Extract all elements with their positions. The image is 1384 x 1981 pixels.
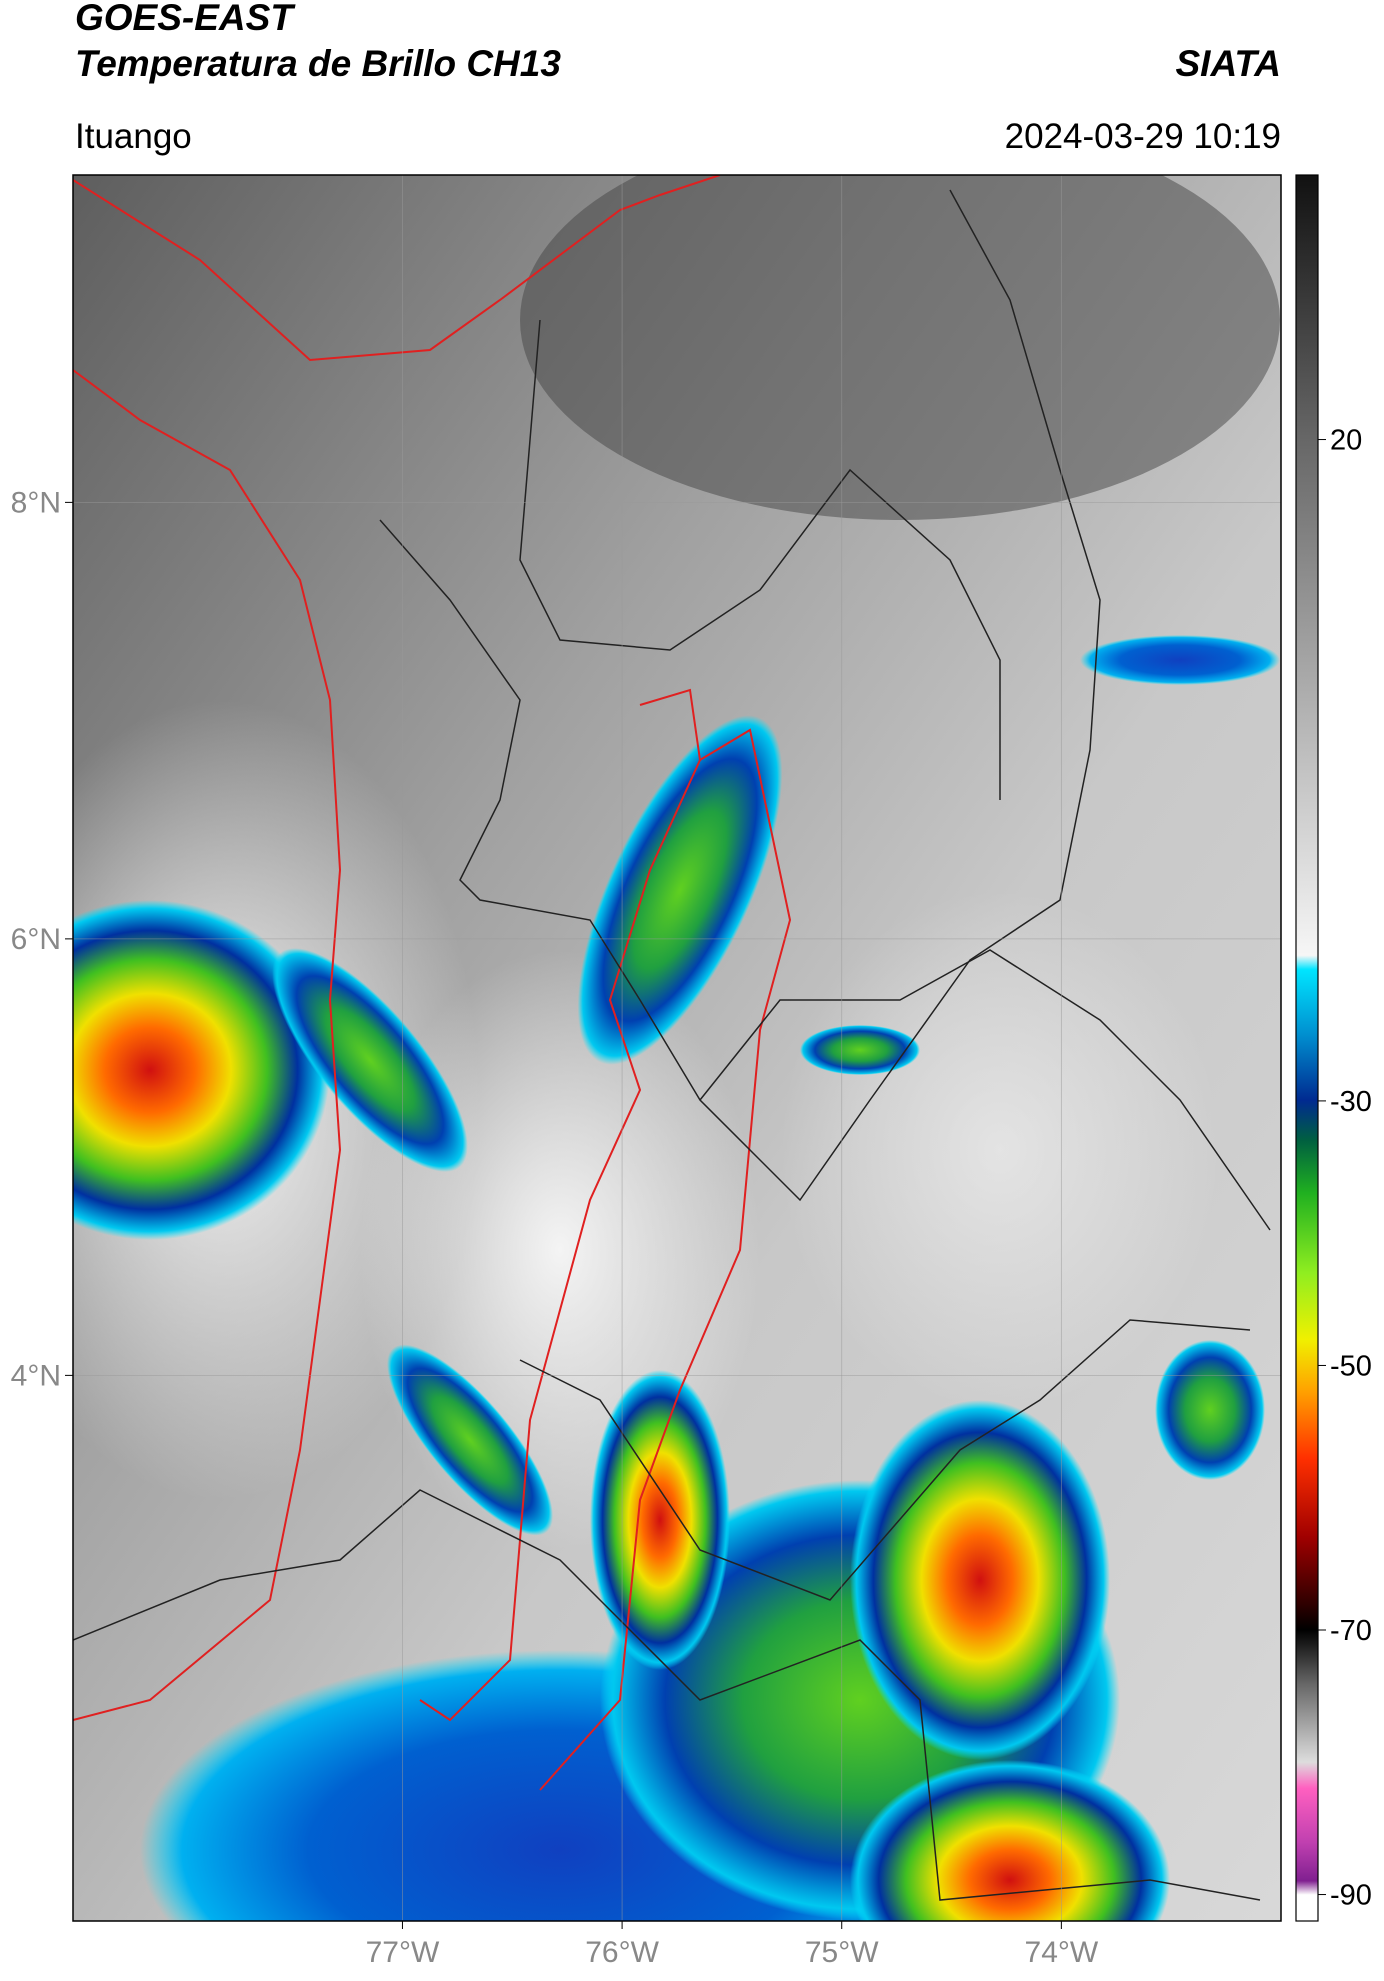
colorbar bbox=[1295, 174, 1319, 1922]
x-tick-label: 76°W bbox=[585, 1936, 659, 1969]
x-tick-label: 77°W bbox=[366, 1936, 440, 1969]
y-tick-label: 6°N bbox=[11, 923, 61, 956]
y-tick-label: 4°N bbox=[11, 1359, 61, 1392]
colorbar-tick-label: -30 bbox=[1330, 1086, 1372, 1118]
graticule bbox=[73, 175, 1281, 1921]
location: Ituango bbox=[75, 117, 192, 156]
organization: SIATA bbox=[1175, 43, 1281, 84]
datetime: 2024-03-29 10:19 bbox=[1005, 117, 1281, 156]
x-tick-label: 74°W bbox=[1025, 1936, 1099, 1969]
y-tick-label: 8°N bbox=[11, 486, 61, 519]
colorbar-tick-label: 20 bbox=[1330, 425, 1362, 457]
satellite-image bbox=[73, 175, 1281, 1921]
colorbar-tick-label: -90 bbox=[1330, 1880, 1372, 1912]
subtitle: Temperatura de Brillo CH13 bbox=[75, 43, 561, 84]
map-frame bbox=[72, 174, 1282, 1922]
colorbar-tick-label: -70 bbox=[1330, 1615, 1372, 1647]
title: GOES-EAST bbox=[75, 0, 296, 38]
x-tick-label: 75°W bbox=[805, 1936, 879, 1969]
colorbar-tick-label: -50 bbox=[1330, 1350, 1372, 1382]
